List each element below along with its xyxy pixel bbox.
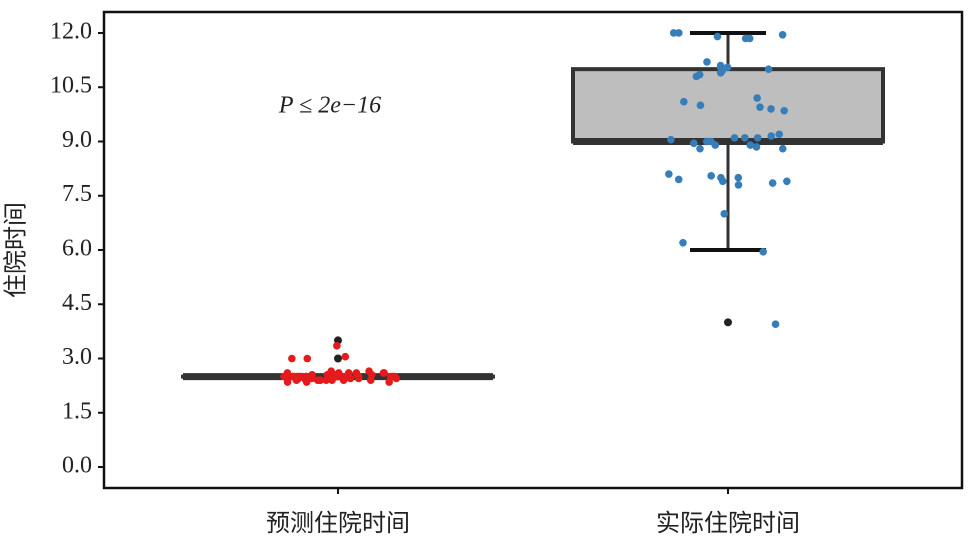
- jitter-point: [346, 374, 355, 383]
- jitter-point: [366, 376, 375, 385]
- y-tick-label: 1.5: [62, 398, 92, 424]
- x-tick-label: 实际住院时间: [656, 509, 800, 537]
- jitter-point: [741, 134, 749, 142]
- jitter-point: [322, 376, 331, 385]
- jitter-point: [753, 94, 761, 102]
- jitter-point: [696, 144, 704, 153]
- jitter-point: [746, 141, 755, 149]
- jitter-point: [764, 65, 773, 73]
- jitter-point: [665, 170, 673, 178]
- jitter-point: [775, 130, 784, 139]
- jitter-point: [767, 132, 776, 140]
- jitter-point: [756, 103, 764, 111]
- jitter-point: [316, 376, 324, 385]
- jitter-point: [283, 378, 292, 386]
- jitter-point: [328, 376, 336, 385]
- jitter-point: [352, 369, 361, 377]
- jitter-point: [692, 72, 701, 81]
- y-tick-label: 9.0: [62, 127, 92, 153]
- jitter-point: [783, 177, 791, 186]
- plot-frame: [102, 10, 964, 490]
- jitter-point: [730, 134, 739, 142]
- box: [571, 67, 885, 144]
- jitter-point: [703, 58, 711, 66]
- jitter-point: [341, 352, 350, 361]
- jitter-point: [290, 372, 299, 381]
- jitter-point: [301, 374, 309, 383]
- jitter-point: [713, 32, 722, 41]
- jitter-point: [734, 181, 743, 189]
- jitter-point: [690, 139, 698, 148]
- jitter-point: [674, 175, 683, 184]
- jitter-point: [288, 354, 296, 363]
- jitter-point: [680, 97, 688, 106]
- jitter-point: [392, 374, 401, 383]
- jitter-point: [753, 134, 762, 142]
- y-tick-label: 7.5: [62, 181, 92, 207]
- y-tick-label: 0.0: [62, 453, 92, 479]
- jitter-point: [767, 105, 775, 113]
- jitter-point: [741, 34, 750, 43]
- jitter-point: [679, 238, 687, 247]
- jitter-point: [667, 135, 675, 144]
- y-tick-label: 10.5: [50, 73, 92, 99]
- jitter-point: [778, 30, 787, 39]
- jitter-point: [723, 63, 732, 72]
- jitter-point: [759, 248, 767, 256]
- jitter-point: [707, 172, 715, 180]
- x-tick-label: 预测住院时间: [266, 509, 410, 537]
- jitter-point: [711, 141, 720, 149]
- jitter-point: [734, 173, 743, 182]
- jitter-point: [716, 68, 725, 77]
- jitter-point: [333, 342, 341, 350]
- jitter-point: [720, 210, 729, 218]
- jitter-point: [696, 101, 705, 110]
- jitter-point: [752, 143, 761, 151]
- outlier: [724, 318, 732, 327]
- y-tick-label: 12.0: [50, 18, 92, 44]
- jitter-point: [771, 320, 780, 328]
- y-tick-label: 6.0: [62, 236, 92, 262]
- jitter-point: [385, 378, 393, 386]
- y-axis-label: 住院时间: [3, 202, 30, 298]
- jitter-point: [778, 144, 787, 153]
- jitter-point: [669, 29, 678, 37]
- jitter-point: [768, 179, 777, 187]
- jitter-point: [303, 354, 312, 363]
- annotation: P ≤ 2e−16: [278, 93, 381, 119]
- jitter-point: [280, 372, 288, 381]
- y-tick-label: 4.5: [62, 290, 92, 316]
- jitter-point: [365, 367, 373, 375]
- jitter-point: [339, 376, 348, 385]
- jitter-point: [718, 177, 727, 186]
- jitter-point: [380, 369, 388, 377]
- y-tick-label: 3.0: [62, 344, 92, 370]
- outlier: [334, 354, 342, 363]
- jitter-point: [780, 106, 789, 115]
